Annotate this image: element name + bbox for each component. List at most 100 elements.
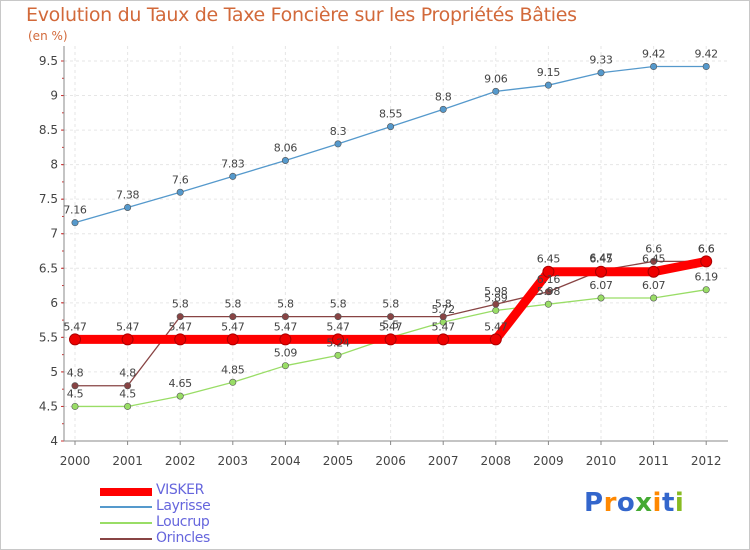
point-orincles (176, 313, 184, 321)
data-label-layrisse: 8.3 (330, 125, 347, 138)
x-tick-label: 2001 (112, 454, 143, 468)
data-label-orincles: 5.8 (277, 298, 294, 311)
y-tick-label: 6 (50, 296, 58, 310)
data-label-layrisse: 9.15 (537, 66, 561, 79)
point-loucrup (281, 362, 289, 370)
logo-letter: x (635, 488, 653, 518)
point-visker (69, 333, 81, 346)
point-visker (384, 333, 397, 346)
x-tick-label: 2005 (323, 454, 354, 468)
data-label-layrisse: 7.83 (221, 157, 245, 170)
data-label-loucrup: 5.89 (484, 291, 508, 304)
data-label-visker: 6.45 (642, 253, 666, 266)
data-label-visker: 5.47 (432, 320, 456, 333)
x-tick-label: 2009 (533, 454, 564, 468)
point-loucrup (334, 351, 342, 359)
point-loucrup (544, 300, 552, 308)
data-label-layrisse: 7.16 (63, 204, 87, 217)
data-label-layrisse: 7.38 (116, 188, 140, 201)
y-tick-label: 7 (50, 227, 58, 241)
data-label-layrisse: 8.8 (435, 90, 452, 103)
point-visker (700, 255, 713, 268)
point-loucrup (71, 402, 79, 410)
data-label-visker: 6.6 (698, 242, 715, 255)
y-tick-label: 6.5 (39, 261, 58, 275)
logo-letter: P (584, 488, 604, 518)
series-layer (69, 63, 713, 410)
point-loucrup (597, 294, 605, 302)
data-label-layrisse: 8.55 (379, 108, 403, 121)
legend-label-loucrup: Loucrup (156, 514, 210, 530)
data-label-loucrup: 4.5 (67, 387, 84, 400)
point-layrisse (439, 105, 447, 113)
plot-area (64, 46, 728, 441)
y-tick-label: 9.5 (39, 54, 58, 68)
data-label-loucrup: 5.09 (274, 347, 298, 360)
logo-letter: o (616, 488, 636, 518)
x-tick-label: 2003 (218, 454, 249, 468)
point-visker (279, 333, 292, 346)
point-layrisse (229, 172, 237, 180)
point-layrisse (492, 87, 500, 95)
data-label-visker: 5.47 (379, 320, 403, 333)
point-orincles (650, 257, 658, 265)
point-visker (489, 333, 502, 346)
legend-label-visker: VISKER (156, 482, 204, 498)
point-layrisse (597, 69, 605, 77)
point-layrisse (544, 81, 552, 89)
point-layrisse (334, 140, 342, 148)
x-tick-label: 2000 (60, 454, 91, 468)
data-label-visker: 5.47 (116, 320, 140, 333)
data-label-visker: 5.47 (274, 320, 298, 333)
y-tick-label: 4 (50, 434, 58, 448)
data-label-layrisse: 9.42 (695, 48, 718, 61)
legend-swatch-layrisse (100, 506, 152, 508)
data-label-orincles: 5.8 (225, 298, 242, 311)
point-orincles (124, 382, 132, 390)
chart-subtitle: (en %) (28, 29, 68, 43)
logo-letter: t (661, 488, 675, 518)
data-label-orincles: 5.8 (172, 298, 189, 311)
point-orincles (544, 288, 552, 296)
data-labels: 7.16 7.38 7.6 7.83 8.06 8.3 8.55 8.8 9.06 9.15 9.3… (63, 48, 718, 401)
legend-swatch-visker (100, 488, 152, 496)
data-label-orincles: 4.8 (67, 367, 84, 380)
point-layrisse (176, 188, 184, 196)
point-layrisse (387, 123, 395, 131)
point-orincles (387, 313, 395, 321)
data-label-orincles: 6.6 (645, 242, 662, 255)
data-label-loucrup: 5.5 (382, 318, 399, 331)
legend-swatch-loucrup (100, 522, 152, 524)
point-orincles (334, 313, 342, 321)
data-label-layrisse: 7.6 (172, 173, 189, 186)
y-tick-label: 8.5 (39, 123, 58, 137)
y-tick-label: 4.5 (39, 399, 58, 413)
x-tick-label: 2010 (586, 454, 617, 468)
point-layrisse (71, 219, 79, 227)
data-label-orincles: 4.8 (119, 367, 136, 380)
data-label-layrisse: 9.06 (484, 72, 508, 85)
logo-letter: i (674, 488, 685, 518)
point-orincles (281, 313, 289, 321)
data-label-visker: 5.47 (63, 320, 87, 333)
point-layrisse (702, 63, 710, 71)
point-loucrup (650, 294, 658, 302)
data-label-loucrup: 6.19 (695, 271, 719, 284)
data-label-visker: 5.47 (221, 320, 245, 333)
data-label-visker: 5.47 (484, 320, 508, 333)
point-orincles (71, 382, 79, 390)
data-label-orincles: 5.98 (484, 285, 508, 298)
data-label-loucrup: 4.65 (169, 377, 193, 390)
data-label-orincles: 5.8 (435, 298, 452, 311)
data-label-visker: 5.47 (169, 320, 193, 333)
grid-lines (64, 46, 728, 442)
y-tick-label: 5 (50, 365, 58, 379)
chart-title: Evolution du Taux de Taxe Foncière sur l… (26, 4, 577, 26)
proxiti-logo: Proxiti (584, 488, 684, 518)
point-loucrup (176, 392, 184, 400)
data-label-orincles: 6.16 (537, 273, 561, 286)
point-visker (647, 265, 660, 278)
data-label-loucrup: 6.07 (589, 279, 613, 292)
axes: 4 4.5 5 5.5 6 6.5 7 7.5 8 8.5 9 9.5 2000 2001 2002 2003… (39, 46, 728, 468)
point-visker (174, 333, 187, 346)
